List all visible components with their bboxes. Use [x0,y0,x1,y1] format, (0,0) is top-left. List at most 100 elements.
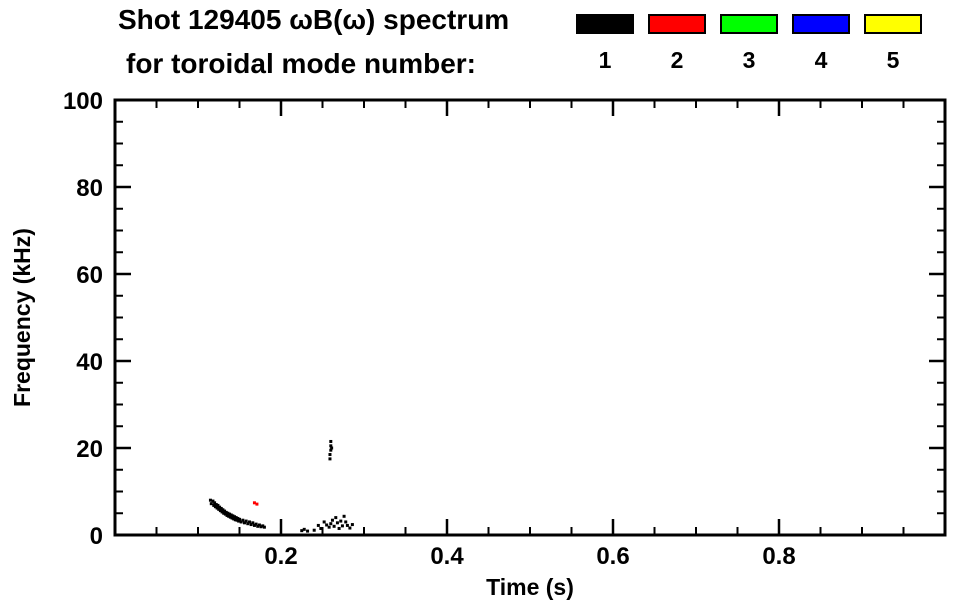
data-point [329,448,333,452]
data-point [224,510,228,514]
data-point [236,516,240,520]
data-point [328,457,332,461]
data-point [344,520,348,524]
data-point [212,503,216,507]
x-tick-label: 0.2 [264,543,297,570]
data-point [312,528,316,532]
series-n2-points [252,501,259,506]
data-point [300,529,304,533]
mode-number-legend: 1 2 3 4 5 [576,14,922,74]
legend-item-mode-3: 3 [720,14,778,74]
data-point [234,516,238,520]
legend-color-swatch [864,14,922,34]
data-point [215,506,219,510]
data-point [241,518,245,522]
data-point [244,519,248,523]
data-point [316,523,320,527]
data-point [214,503,218,507]
axis-tick-labels: 0.2 0.4 0.6 0.8 0 20 40 60 80 100 [63,88,796,570]
data-point [262,525,266,529]
data-point [302,527,306,531]
y-tick-label: 20 [76,436,103,463]
legend-item-mode-5: 5 [864,14,922,74]
data-point [339,519,343,523]
legend-color-swatch [792,14,850,34]
figure-subtitle: for toroidal mode number: [126,48,476,79]
data-point [226,511,230,515]
data-point [329,522,333,526]
data-point [257,523,261,527]
data-point [209,502,213,506]
axes-frame [113,98,947,537]
data-point [334,516,338,520]
data-point [216,503,220,507]
y-tick-label: 60 [76,262,103,289]
data-point [218,505,222,509]
data-point [342,514,346,518]
legend-color-swatch [576,14,634,34]
data-point [256,524,260,528]
data-point [233,515,237,519]
data-point [227,514,231,518]
data-point [213,505,217,509]
legend-label: 1 [598,47,612,73]
data-point [329,444,333,448]
data-point [228,515,232,519]
legend-label: 5 [886,47,900,73]
x-tick-label: 0.8 [762,543,795,570]
data-point [259,525,263,529]
legend-label: 2 [670,47,684,73]
data-point [217,507,221,511]
data-point [330,518,334,522]
data-point [261,524,265,528]
y-tick-label: 80 [76,175,103,202]
data-point [239,520,243,524]
axis-minor-ticks [115,100,945,535]
y-tick-label: 100 [63,88,103,115]
data-point [325,523,329,527]
data-point [231,514,235,518]
data-point [328,453,332,457]
y-tick-label: 0 [90,523,103,550]
data-point [211,499,215,503]
legend-color-swatch [648,14,706,34]
data-point [219,506,223,510]
legend-item-mode-2: 2 [648,14,706,74]
data-point [322,520,326,524]
data-point [319,526,323,530]
data-point [225,513,229,517]
data-point [329,439,333,443]
data-point [230,516,234,520]
data-point [223,512,227,516]
data-point [222,511,226,515]
x-tick-label: 0.6 [596,543,629,570]
data-point [340,524,344,528]
data-point [213,501,217,505]
x-tick-label: 0.4 [430,543,464,570]
data-point [237,519,241,523]
data-point [249,523,253,527]
data-point [306,529,310,533]
data-point [251,521,255,525]
figure-title: Shot 129405 ωB(ω) spectrum [118,4,510,35]
data-point [229,513,233,517]
series-n1-points [208,439,354,533]
data-point [208,498,212,502]
data-point [223,509,227,513]
data-point [335,521,339,525]
y-axis-title: Frequency (kHz) [9,228,35,407]
y-tick-label: 40 [76,349,103,376]
legend-label: 4 [814,47,828,73]
data-point [255,502,259,506]
data-point [218,509,222,513]
data-point [332,524,336,528]
data-point [235,518,239,522]
legend-label: 3 [742,47,756,73]
data-point [228,512,232,516]
data-point [327,525,331,529]
data-point [247,520,251,524]
axis-ticks [115,98,945,537]
data-point [246,522,250,526]
legend-item-mode-4: 4 [792,14,850,74]
